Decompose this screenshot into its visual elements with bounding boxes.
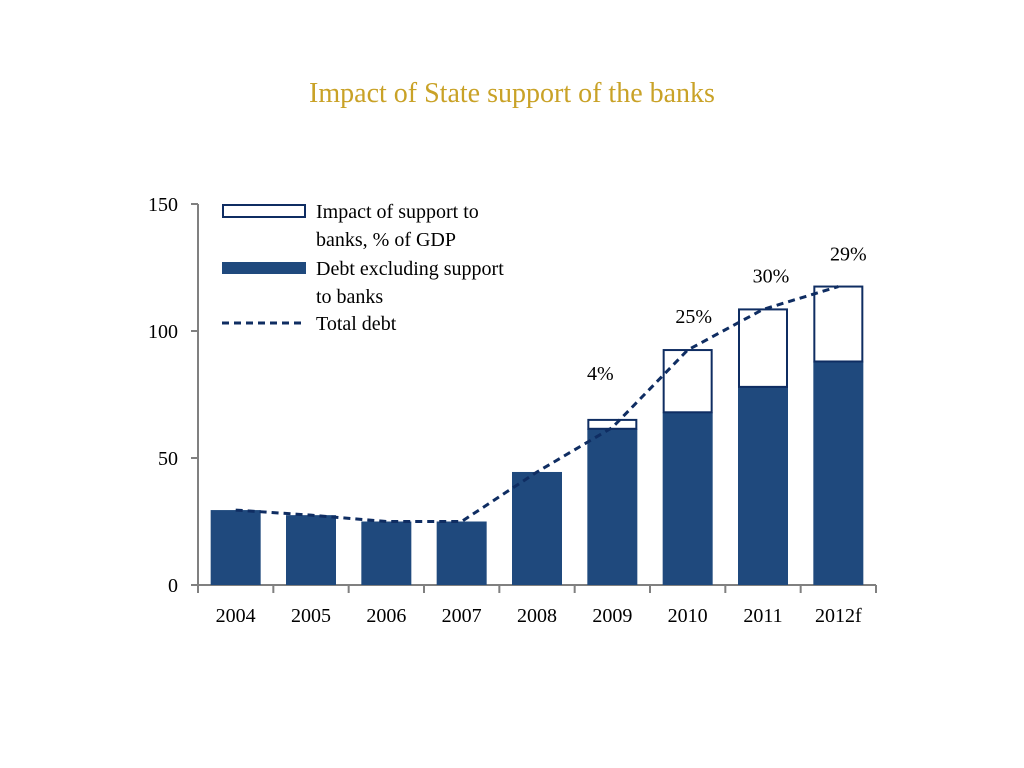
bar-debt-excluding-support — [210, 510, 261, 585]
bar-debt-excluding-support — [286, 515, 336, 585]
bar-debt-excluding-support — [361, 521, 412, 585]
data-label: 25% — [675, 306, 712, 328]
total-debt-line — [235, 285, 839, 523]
legend-label: banks, % of GDP — [316, 229, 456, 251]
y-tick-label: 0 — [168, 575, 178, 597]
legend-swatch-debt-excluding-support — [222, 262, 306, 274]
x-tick-label: 2005 — [291, 605, 331, 627]
bar-debt-excluding-support — [436, 521, 487, 585]
y-tick-label: 100 — [148, 321, 178, 343]
chart-title: Impact of State support of the banks — [309, 78, 715, 109]
x-tick-label: 2006 — [366, 605, 406, 627]
bar-support-impact — [662, 349, 713, 414]
data-label: 30% — [753, 265, 790, 287]
bar-debt-excluding-support — [813, 361, 864, 585]
x-tick-label: 2008 — [517, 605, 557, 627]
bar-debt-excluding-support — [587, 428, 638, 585]
data-label: 4% — [587, 363, 614, 385]
legend-label: Impact of support to — [316, 201, 479, 223]
legend-label: to banks — [316, 286, 383, 308]
y-tick-label: 50 — [158, 448, 178, 470]
bar-support-impact — [813, 285, 864, 363]
x-tick-label: 2010 — [668, 605, 708, 627]
x-tick-label: 2007 — [442, 605, 482, 627]
data-label: 29% — [830, 244, 867, 266]
x-tick-label: 2004 — [216, 605, 256, 627]
bar-debt-excluding-support — [738, 386, 788, 585]
bar-debt-excluding-support — [512, 471, 562, 585]
bar-support-impact — [587, 418, 638, 430]
x-tick-label: 2011 — [743, 605, 782, 627]
x-tick-label: 2012f — [815, 605, 862, 627]
bar-support-impact — [738, 308, 788, 388]
legend-label: Debt excluding support — [316, 258, 504, 280]
legend-label: Total debt — [316, 313, 397, 335]
bar-debt-excluding-support — [662, 412, 713, 585]
x-tick-label: 2009 — [592, 605, 632, 627]
y-tick-label: 150 — [148, 194, 178, 216]
legend-swatch-support-impact — [222, 204, 306, 218]
